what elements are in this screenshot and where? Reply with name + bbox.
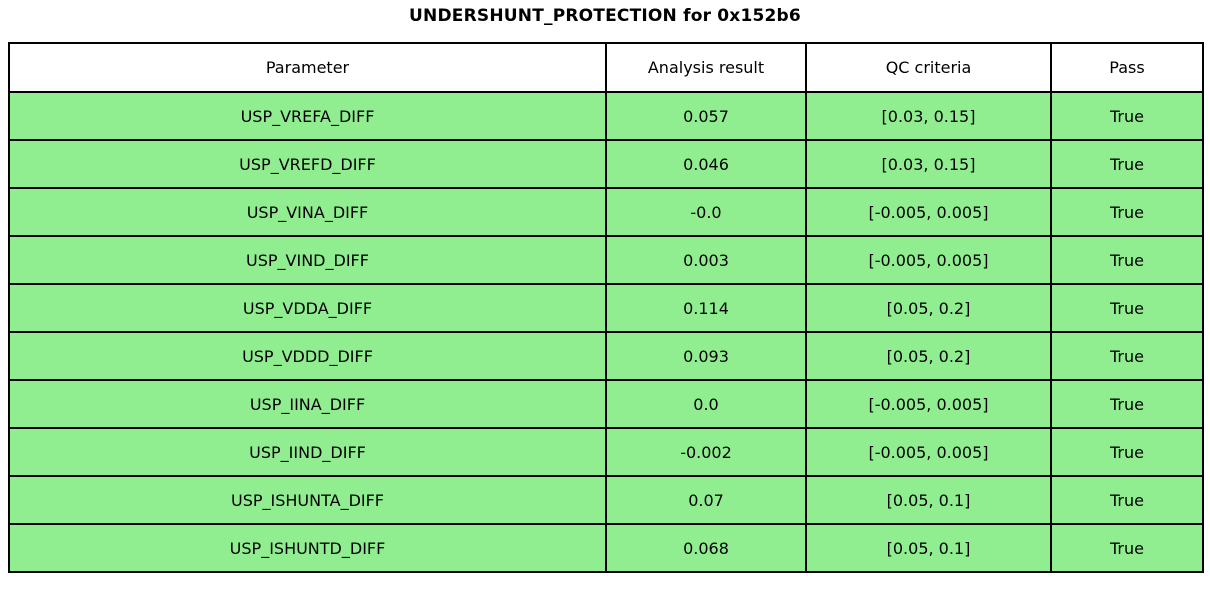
cell-parameter: USP_VIND_DIFF (8, 235, 607, 285)
table-row: USP_VINA_DIFF -0.0 [-0.005, 0.005] True (8, 187, 1204, 237)
table-row: USP_ISHUNTA_DIFF 0.07 [0.05, 0.1] True (8, 475, 1204, 525)
table-row: USP_IINA_DIFF 0.0 [-0.005, 0.005] True (8, 379, 1204, 429)
cell-parameter: USP_VDDD_DIFF (8, 331, 607, 381)
cell-analysis-result: 0.068 (605, 523, 807, 573)
cell-qc-criteria: [0.05, 0.1] (805, 523, 1052, 573)
cell-pass: True (1050, 475, 1204, 525)
cell-pass: True (1050, 283, 1204, 333)
cell-pass: True (1050, 91, 1204, 141)
cell-analysis-result: 0.07 (605, 475, 807, 525)
cell-parameter: USP_VREFD_DIFF (8, 139, 607, 189)
table-row: USP_VDDA_DIFF 0.114 [0.05, 0.2] True (8, 283, 1204, 333)
table-row: USP_VIND_DIFF 0.003 [-0.005, 0.005] True (8, 235, 1204, 285)
cell-parameter: USP_ISHUNTA_DIFF (8, 475, 607, 525)
cell-analysis-result: 0.093 (605, 331, 807, 381)
cell-qc-criteria: [0.03, 0.15] (805, 139, 1052, 189)
cell-parameter: USP_IIND_DIFF (8, 427, 607, 477)
cell-pass: True (1050, 523, 1204, 573)
cell-analysis-result: -0.002 (605, 427, 807, 477)
cell-analysis-result: -0.0 (605, 187, 807, 237)
table-row: USP_IIND_DIFF -0.002 [-0.005, 0.005] True (8, 427, 1204, 477)
cell-pass: True (1050, 427, 1204, 477)
cell-pass: True (1050, 331, 1204, 381)
cell-parameter: USP_VINA_DIFF (8, 187, 607, 237)
cell-qc-criteria: [-0.005, 0.005] (805, 187, 1052, 237)
cell-parameter: USP_IINA_DIFF (8, 379, 607, 429)
cell-analysis-result: 0.046 (605, 139, 807, 189)
cell-analysis-result: 0.057 (605, 91, 807, 141)
cell-parameter: USP_VDDA_DIFF (8, 283, 607, 333)
table-row: USP_VDDD_DIFF 0.093 [0.05, 0.2] True (8, 331, 1204, 381)
cell-qc-criteria: [-0.005, 0.005] (805, 235, 1052, 285)
column-header-pass: Pass (1050, 42, 1204, 93)
cell-qc-criteria: [-0.005, 0.005] (805, 379, 1052, 429)
cell-analysis-result: 0.114 (605, 283, 807, 333)
header-row: Parameter Analysis result QC criteria Pa… (8, 42, 1204, 93)
cell-qc-criteria: [0.05, 0.2] (805, 331, 1052, 381)
table-body: USP_VREFA_DIFF 0.057 [0.03, 0.15] True USP_V… (8, 91, 1204, 573)
cell-qc-criteria: [0.03, 0.15] (805, 91, 1052, 141)
table-row: USP_VREFA_DIFF 0.057 [0.03, 0.15] True (8, 91, 1204, 141)
cell-parameter: USP_VREFA_DIFF (8, 91, 607, 141)
cell-parameter: USP_ISHUNTD_DIFF (8, 523, 607, 573)
cell-analysis-result: 0.0 (605, 379, 807, 429)
table-row: USP_VREFD_DIFF 0.046 [0.03, 0.15] True (8, 139, 1204, 189)
cell-pass: True (1050, 379, 1204, 429)
cell-pass: True (1050, 235, 1204, 285)
cell-qc-criteria: [-0.005, 0.005] (805, 427, 1052, 477)
column-header-analysis-result: Analysis result (605, 42, 807, 93)
table-row: USP_ISHUNTD_DIFF 0.068 [0.05, 0.1] True (8, 523, 1204, 573)
cell-analysis-result: 0.003 (605, 235, 807, 285)
cell-pass: True (1050, 139, 1204, 189)
qc-results-table: Parameter Analysis result QC criteria Pa… (8, 42, 1204, 573)
column-header-parameter: Parameter (8, 42, 607, 93)
cell-qc-criteria: [0.05, 0.2] (805, 283, 1052, 333)
cell-pass: True (1050, 187, 1204, 237)
figure-title: UNDERSHUNT_PROTECTION for 0x152b6 (409, 6, 801, 26)
cell-qc-criteria: [0.05, 0.1] (805, 475, 1052, 525)
column-header-qc-criteria: QC criteria (805, 42, 1052, 93)
